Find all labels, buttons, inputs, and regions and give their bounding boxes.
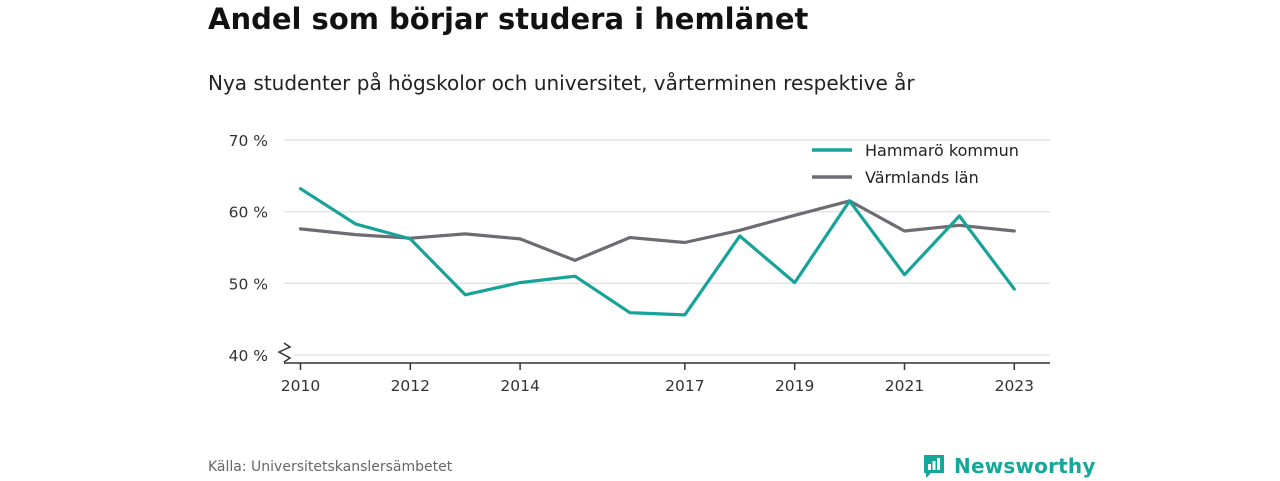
y-tick-label: 70 %: [229, 132, 268, 150]
source-note: Källa: Universitetskanslersämbetet: [208, 459, 453, 475]
legend: Hammarö kommun Värmlands län: [812, 141, 1019, 187]
chart-subtitle: Nya studenter på högskolor och universit…: [208, 71, 915, 95]
brand-logo: Newsworthy: [922, 451, 1096, 481]
x-tick-label: 2021: [885, 377, 924, 395]
series-lines: [298, 187, 1016, 317]
y-tick-label: 60 %: [229, 204, 268, 222]
x-tick-label: 2019: [775, 377, 814, 395]
legend-label: Värmlands län: [865, 168, 979, 187]
y-tick-label: 50 %: [229, 275, 268, 293]
x-tick-label: 2012: [391, 377, 430, 395]
series-line-v-rmlands-l-n: [298, 199, 1016, 262]
bar-chart-logo-icon: [924, 455, 944, 478]
x-tick-label: 2010: [281, 377, 320, 395]
grid-lines: [284, 139, 1050, 356]
y-axis-break-icon: [277, 342, 292, 363]
x-tick-label: 2017: [665, 377, 704, 395]
brand-name: Newsworthy: [954, 454, 1096, 478]
series-line-hammar-kommun: [298, 187, 1016, 317]
y-tick-label: 40 %: [229, 347, 268, 365]
chart-title: Andel som börjar studera i hemlänet: [208, 2, 809, 36]
x-tick-label: 2023: [995, 377, 1034, 395]
x-tick-label: 2014: [500, 377, 539, 395]
axes: 40 % 50 % 60 % 70 % 2010 2012 2014 2017 2019 2021…: [229, 132, 1050, 395]
legend-label: Hammarö kommun: [865, 141, 1019, 160]
